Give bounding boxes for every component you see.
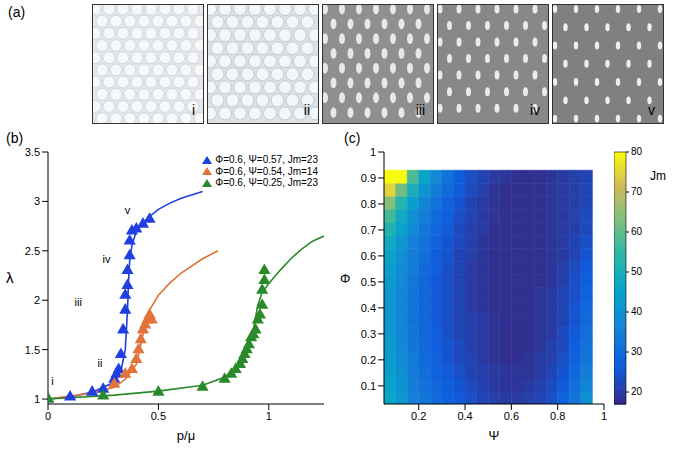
svg-text:0.8: 0.8 [361,198,376,210]
html-text:Φ=0.6, Ψ=0.25, Jm=23: Φ=0.6, Ψ=0.25, Jm=23 [215,177,318,188]
svg-text:i: i [192,102,195,118]
svg-text:iii: iii [75,296,82,308]
svg-text:0.3: 0.3 [361,328,376,340]
svg-text:Φ: Φ [340,271,350,286]
svg-text:2.5: 2.5 [25,245,40,257]
svg-text:1: 1 [370,146,376,158]
svg-text:1: 1 [601,410,607,422]
svg-text:50: 50 [631,266,643,277]
svg-text:p/μ: p/μ [177,428,195,443]
svg-text:3: 3 [34,195,40,207]
svg-text:0.4: 0.4 [361,302,376,314]
svg-text:3.5: 3.5 [25,146,40,158]
html-text:Φ=0.6, Ψ=0.54, Jm=14: Φ=0.6, Ψ=0.54, Jm=14 [215,165,318,177]
svg-text:80: 80 [631,146,643,157]
svg-text:0.2: 0.2 [361,354,376,366]
svg-text:i: i [51,375,53,387]
svg-text:40: 40 [631,306,643,317]
svg-text:0.7: 0.7 [361,224,376,236]
svg-text:2: 2 [34,294,40,306]
svg-text:v: v [648,102,655,118]
html-text:(a): (a) [8,4,26,20]
svg-text:0.5: 0.5 [151,410,166,422]
svg-text:1.5: 1.5 [25,344,40,356]
html-text:(b): (b) [6,130,24,146]
svg-text:0.6: 0.6 [504,410,519,422]
svg-text:70: 70 [631,186,643,197]
html-text:(c): (c) [344,130,361,146]
svg-text:0.6: 0.6 [361,250,376,262]
svg-text:0: 0 [45,410,51,422]
svg-text:0.9: 0.9 [361,172,376,184]
html-text:Φ=0.6, Ψ=0.57, Jm=23: Φ=0.6, Ψ=0.57, Jm=23 [215,154,318,165]
svg-text:ii: ii [304,102,310,118]
svg-text:0.1: 0.1 [361,380,376,392]
svg-text:iii: iii [416,102,425,118]
svg-text:iv: iv [530,102,540,118]
svg-text:20: 20 [631,386,643,397]
svg-text:Jm: Jm [650,169,666,183]
svg-text:1: 1 [34,393,40,405]
svg-text:0.8: 0.8 [550,410,565,422]
svg-text:Ψ: Ψ [489,428,500,443]
svg-text:λ: λ [6,269,14,286]
svg-text:0.5: 0.5 [361,276,376,288]
svg-text:30: 30 [631,346,643,357]
svg-text:iv: iv [103,253,111,265]
svg-text:60: 60 [631,226,643,237]
svg-text:0.2: 0.2 [411,410,426,422]
svg-text:v: v [125,204,131,216]
svg-text:0.4: 0.4 [457,410,472,422]
svg-text:ii: ii [97,357,102,369]
svg-text:1: 1 [266,410,272,422]
